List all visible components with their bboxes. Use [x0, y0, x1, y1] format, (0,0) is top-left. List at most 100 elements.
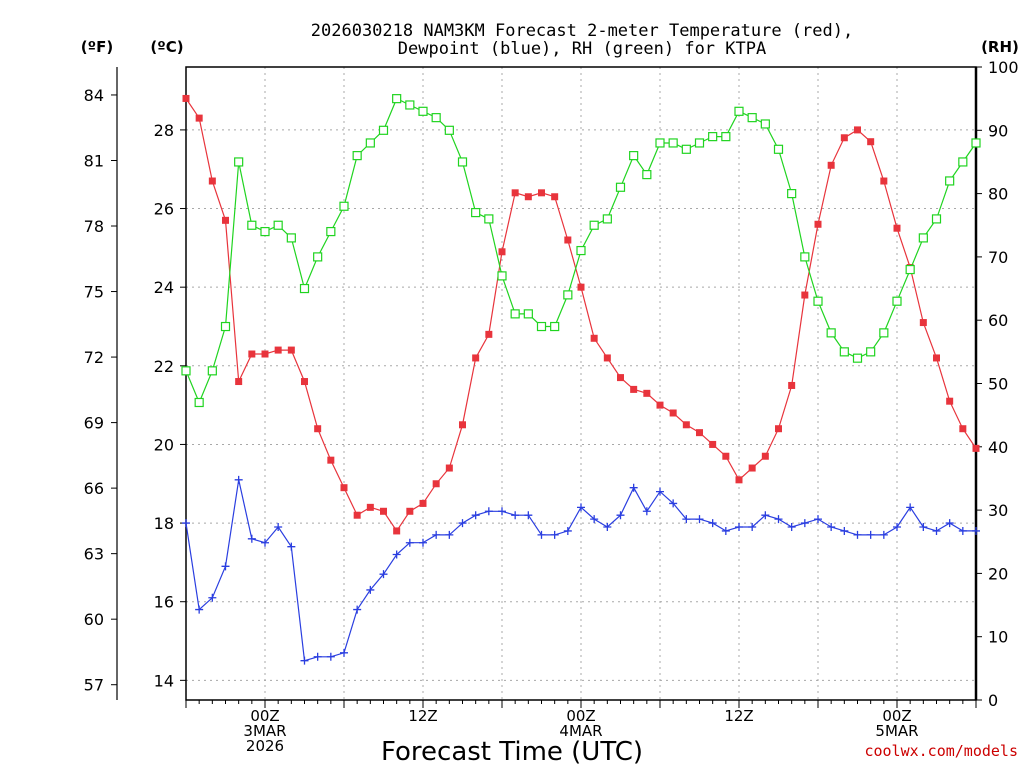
celsius-tick-label: 20 [154, 435, 174, 454]
data-point [287, 542, 296, 551]
data-point [537, 530, 546, 539]
series-layer [181, 94, 981, 665]
chart-title-line1: 2026030218 NAM3KM Forecast 2-meter Tempe… [311, 21, 853, 41]
data-point [326, 226, 336, 237]
data-point [273, 220, 283, 230]
data-point [893, 224, 901, 232]
data-point [366, 503, 374, 511]
data-point [208, 177, 216, 185]
data-point [419, 538, 427, 547]
data-point [814, 220, 822, 228]
data-point [405, 538, 414, 547]
data-point [839, 347, 849, 357]
data-point [220, 321, 231, 332]
data-point [563, 526, 572, 535]
rh-tick-label: 0 [988, 691, 998, 710]
data-point [603, 354, 611, 362]
data-point [694, 138, 705, 148]
data-point [577, 503, 585, 512]
data-point [735, 523, 743, 532]
data-point [696, 429, 703, 437]
data-point [668, 138, 678, 148]
data-point [958, 157, 968, 167]
series-relative-humidity [181, 94, 981, 408]
rh-tick-label: 50 [988, 375, 1008, 394]
data-point [195, 605, 204, 614]
data-point [826, 328, 836, 338]
credit-text: coolwx.com/models [864, 742, 1018, 760]
data-point [801, 291, 809, 299]
time-tick-label: 12Z [724, 707, 753, 725]
data-point [405, 100, 415, 110]
data-point [617, 374, 624, 382]
data-point [800, 519, 809, 528]
data-point [182, 519, 190, 528]
data-point [602, 214, 612, 224]
chart-title-line2: Dewpoint (blue), RH (green) for KTPA [398, 39, 766, 59]
time-tick-label: 00Z [566, 707, 595, 725]
data-point [459, 421, 466, 429]
rh-tick-label: 20 [988, 564, 1008, 583]
data-point [458, 519, 467, 528]
data-point [379, 570, 388, 579]
rh-tick-label: 100 [988, 58, 1019, 77]
data-point [353, 605, 362, 614]
data-point [827, 161, 835, 169]
fahrenheit-axis: 57 60 63 66 69 72 75 78 81 84 [84, 86, 117, 695]
data-point [946, 397, 954, 405]
data-point [353, 511, 361, 519]
data-point [340, 648, 348, 657]
data-point [299, 283, 310, 294]
fahrenheit-tick-label: 81 [84, 151, 104, 170]
celsius-tick-label: 22 [154, 357, 174, 376]
data-point [748, 523, 757, 532]
data-point [221, 562, 230, 571]
rh-tick-label: 40 [988, 438, 1008, 457]
data-point [392, 94, 402, 104]
data-point [774, 515, 783, 524]
celsius-tick-label: 26 [154, 200, 174, 219]
data-point [840, 526, 849, 535]
data-point [932, 526, 941, 535]
rh-tick-label: 80 [988, 185, 1008, 204]
data-point [260, 226, 270, 237]
data-point [879, 328, 889, 338]
data-point [721, 526, 730, 535]
data-point [760, 119, 770, 129]
data-point [457, 157, 468, 167]
data-point [722, 452, 730, 460]
data-point [945, 519, 954, 528]
data-point [655, 138, 665, 148]
data-point [524, 511, 533, 520]
data-point [721, 132, 731, 142]
data-point [274, 523, 283, 532]
data-point [511, 511, 520, 520]
data-point [709, 440, 717, 448]
data-point [471, 207, 481, 218]
data-point [498, 248, 506, 256]
data-point [247, 534, 256, 543]
data-point [445, 464, 453, 472]
celsius-tick-label: 16 [154, 593, 174, 612]
data-point [918, 233, 928, 243]
x-axis-label: Forecast Time (UTC) [381, 737, 643, 767]
data-point [695, 515, 704, 524]
data-point [248, 350, 256, 358]
data-point [958, 526, 967, 535]
data-point [787, 523, 796, 532]
time-tick-label: 3MAR [243, 722, 286, 740]
data-point [735, 476, 743, 484]
data-point [814, 515, 822, 524]
data-point [681, 144, 691, 154]
data-point [893, 523, 901, 532]
data-point [734, 106, 744, 116]
celsius-tick-label: 18 [154, 514, 174, 533]
data-point [919, 319, 927, 327]
data-point [747, 113, 757, 123]
data-point [879, 530, 888, 539]
data-point [630, 385, 638, 393]
fahrenheit-tick-label: 78 [84, 217, 104, 236]
data-point [327, 456, 335, 464]
data-point [972, 526, 980, 535]
data-point [959, 425, 967, 433]
